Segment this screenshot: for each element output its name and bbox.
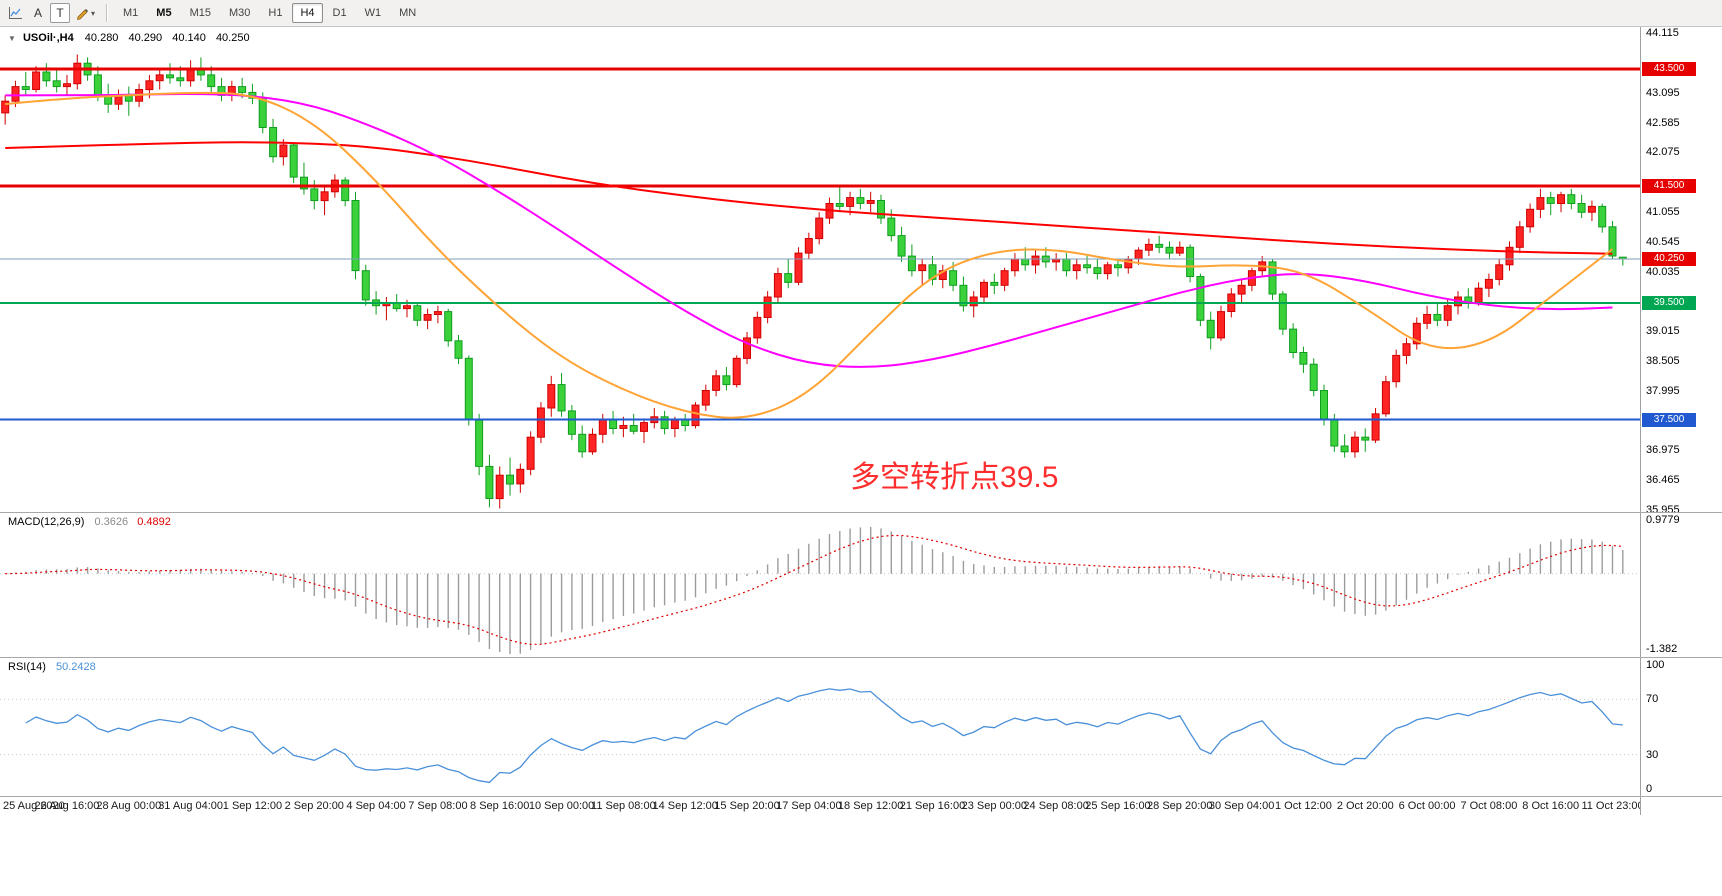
time-axis-label: 6 Oct 00:00 [1398, 800, 1456, 812]
time-axis-label: 24 Sep 08:00 [1023, 800, 1089, 812]
timeframe-mn-button[interactable]: MN [391, 3, 424, 23]
time-axis-label: 2 Sep 20:00 [284, 800, 344, 812]
time-axis-label: 15 Sep 20:00 [714, 800, 780, 812]
rsi-header: RSI(14) 50.2428 [8, 661, 96, 673]
price-tick-label: 44.115 [1646, 27, 1679, 40]
panel-divider[interactable] [0, 657, 1722, 658]
time-axis-label: 4 Sep 04:00 [346, 800, 406, 812]
price-tick-label: 42.075 [1646, 146, 1680, 159]
panel-divider[interactable] [0, 512, 1722, 513]
time-axis-label: 10 Sep 00:00 [528, 800, 595, 812]
chart-tool-button[interactable] [5, 3, 26, 23]
low-value: 40.140 [172, 32, 206, 44]
price-tag: 39.500 [1642, 295, 1696, 310]
timeframe-m1-button[interactable]: M1 [115, 3, 146, 23]
rsi-axis-label: 30 [1646, 748, 1659, 761]
panel-divider[interactable] [0, 796, 1722, 797]
collapse-arrow-icon[interactable]: ▼ [8, 34, 16, 43]
time-axis-label: 8 Oct 16:00 [1522, 800, 1580, 812]
chart-annotation-text[interactable]: 多空转折点39.5 [850, 461, 1059, 495]
time-axis-label: 25 Aug 2020 [3, 800, 65, 812]
time-axis-label: 1 Sep 12:00 [222, 800, 283, 812]
text-tool-button[interactable]: T [50, 3, 70, 23]
time-axis-label: 28 Sep 20:00 [1147, 800, 1213, 812]
price-tag: 41.500 [1642, 178, 1696, 193]
price-tag: 40.250 [1642, 251, 1696, 266]
price-tick-label: 40.545 [1646, 235, 1680, 248]
timeframe-m30-button[interactable]: M30 [221, 3, 258, 23]
macd-main-value: 0.3626 [94, 516, 129, 528]
pencil-icon [77, 9, 88, 20]
time-axis-label: 31 Aug 04:00 [158, 800, 224, 812]
price-tick-label: 41.055 [1646, 205, 1680, 218]
macd-title: MACD(12,26,9) [8, 516, 85, 528]
price-tick-label: 36.465 [1646, 474, 1680, 487]
draw-tool-button[interactable]: ▾ [72, 3, 98, 23]
time-axis-label: 17 Sep 04:00 [776, 800, 842, 812]
time-axis-label: 2 Oct 20:00 [1336, 800, 1394, 812]
timeframe-m15-button[interactable]: M15 [182, 3, 219, 23]
time-axis-label: 8 Sep 16:00 [470, 800, 530, 812]
text-label-button[interactable]: A [28, 3, 48, 23]
rsi-title: RSI(14) [8, 661, 46, 673]
time-axis-label: 1 Oct 12:00 [1274, 800, 1332, 812]
price-tag: 43.500 [1642, 62, 1696, 77]
timeframe-h1-button[interactable]: H1 [260, 3, 290, 23]
time-axis-label: 11 Sep 08:00 [591, 800, 656, 812]
rsi-axis-label: 100 [1646, 659, 1665, 671]
macd-axis-max-label: 0.9779 [1646, 514, 1680, 526]
time-axis-label: 28 Aug 00:00 [96, 800, 162, 812]
rsi-value: 50.2428 [55, 661, 96, 673]
time-axis-label: 14 Sep 12:00 [652, 800, 718, 812]
price-tick-label: 38.505 [1646, 354, 1680, 367]
time-axis-label: 21 Sep 16:00 [899, 800, 966, 812]
price-tick-label: 43.095 [1646, 86, 1680, 99]
time-axis-label: 7 Sep 08:00 [408, 800, 468, 812]
price-tick-label: 36.975 [1646, 444, 1680, 457]
time-axis-label: 18 Sep 12:00 [837, 800, 904, 812]
time-axis-label: 7 Oct 08:00 [1460, 800, 1518, 812]
timeframe-d1-button[interactable]: D1 [325, 3, 355, 23]
rsi-axis-label: 70 [1646, 693, 1659, 706]
caret-down-icon: ▾ [91, 8, 96, 18]
main-chart-panel[interactable] [0, 27, 1640, 512]
time-axis-label: 11 Oct 23:00 [1581, 800, 1640, 812]
timeframe-w1-button[interactable]: W1 [357, 3, 390, 23]
time-axis-label: 26 Aug 16:00 [34, 800, 100, 812]
chart-header: ▼ USOil·,H4 40.280 40.290 40.140 40.250 [8, 32, 257, 44]
macd-panel[interactable] [0, 513, 1640, 657]
price-tick-label: 37.995 [1646, 384, 1680, 397]
rsi-panel[interactable] [0, 658, 1640, 796]
time-axis-label: 25 Sep 16:00 [1085, 800, 1151, 812]
close-value: 40.250 [215, 32, 250, 44]
time-axis[interactable]: 25 Aug 2020 26 Aug 16:00 28 Aug 00:00 31 Au… [0, 797, 1640, 815]
price-tick-label: 39.015 [1646, 325, 1680, 338]
timeframe-h4-button[interactable]: H4 [292, 3, 323, 23]
time-axis-label: 30 Sep 04:00 [1208, 800, 1275, 812]
toolbar-separator [106, 4, 108, 22]
toolbar: A T ▾ M1 M5 M15 M30 H1 H4 D1 W1 MN [0, 0, 1722, 27]
chart-icon [9, 7, 22, 19]
price-tick-label: 40.035 [1646, 265, 1680, 278]
time-axis-label: 23 Sep 00:00 [961, 800, 1028, 812]
macd-header: MACD(12,26,9) 0.3626 0.4892 [8, 516, 171, 528]
price-tick-label: 42.585 [1646, 116, 1680, 129]
macd-axis-min-label: -1.382 [1646, 643, 1678, 655]
open-value: 40.280 [84, 32, 119, 44]
symbol-period-label: USOil·,H4 [22, 32, 74, 44]
macd-signal-value: 0.4892 [137, 516, 171, 528]
timeframe-m5-button[interactable]: M5 [148, 3, 179, 23]
price-tag: 37.500 [1642, 412, 1696, 427]
high-value: 40.290 [128, 32, 163, 44]
price-axis[interactable]: 44.115 43.095 42.585 42.075 41.055 40.545 40.0… [1640, 27, 1722, 815]
rsi-axis-label: 0 [1646, 783, 1653, 795]
